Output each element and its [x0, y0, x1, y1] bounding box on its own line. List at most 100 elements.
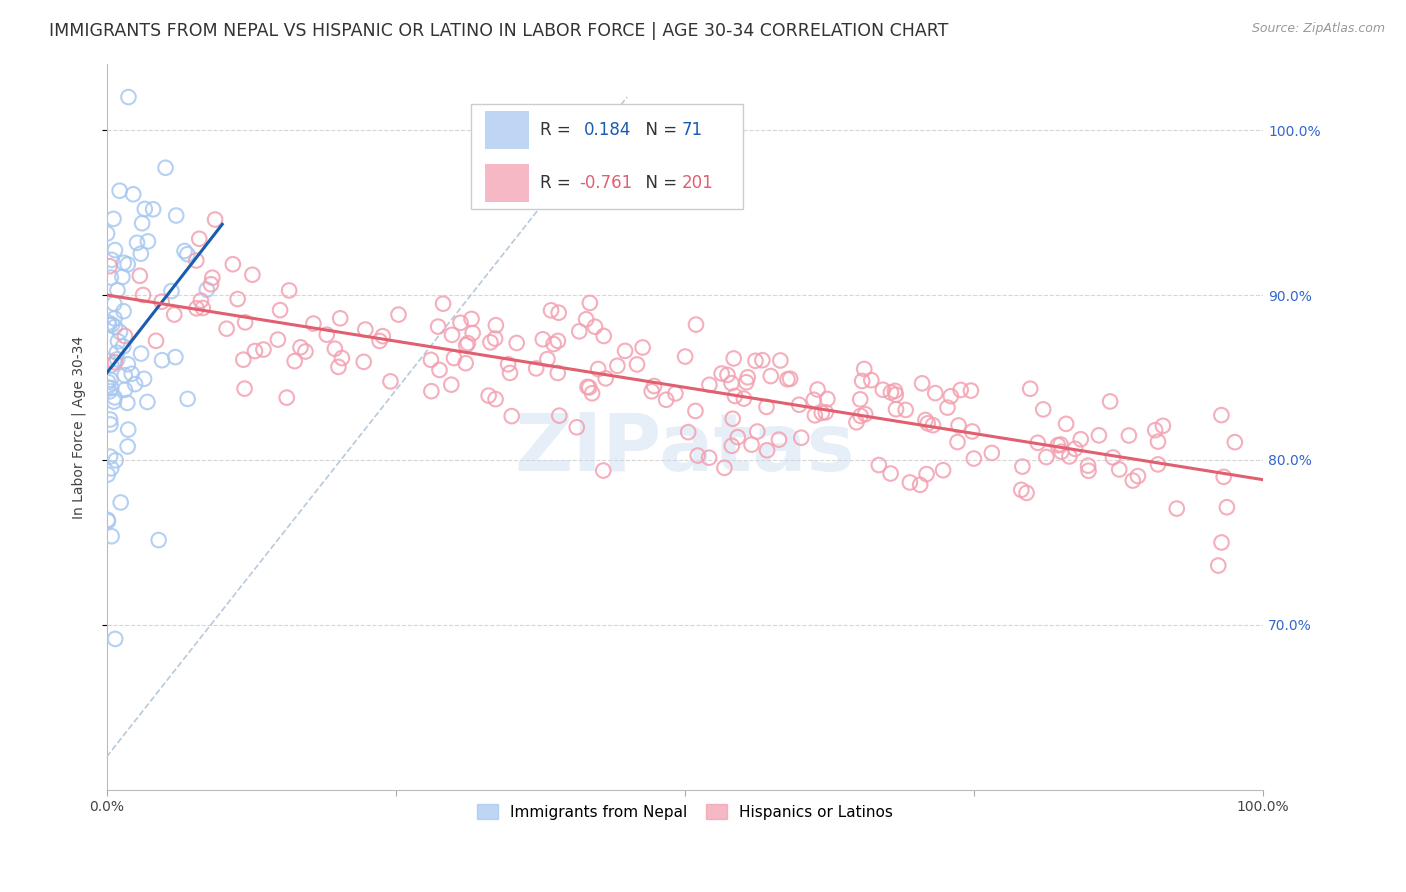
Point [176, 392, 198, 406]
Point [129, 246, 152, 260]
Point [329, 311, 352, 326]
Point [441, 327, 464, 342]
Point [201, 270, 224, 285]
Point [97, 467, 120, 482]
Point [100, 270, 122, 285]
Point [626, 358, 648, 372]
Point [429, 363, 451, 377]
Point [946, 435, 969, 450]
Point [879, 467, 901, 481]
Point [150, 294, 173, 309]
Point [148, 533, 170, 547]
Point [328, 359, 350, 374]
Point [939, 389, 962, 403]
Point [142, 202, 165, 217]
Point [114, 368, 136, 383]
Point [124, 377, 146, 392]
Point [1070, 432, 1092, 446]
Point [1166, 501, 1188, 516]
Point [543, 337, 565, 351]
Point [1108, 462, 1130, 476]
Point [576, 380, 599, 394]
Point [112, 304, 135, 318]
Text: R =: R = [540, 121, 576, 139]
Point [387, 308, 409, 322]
Point [776, 372, 799, 386]
Point [655, 392, 678, 407]
Point [457, 336, 479, 351]
Point [747, 425, 769, 439]
Point [103, 211, 125, 226]
Point [790, 431, 813, 445]
Point [547, 334, 569, 348]
Point [276, 391, 298, 405]
Point [806, 383, 828, 397]
Point [103, 394, 125, 409]
Point [105, 352, 128, 367]
Point [195, 283, 218, 297]
Point [354, 322, 377, 336]
Text: ZIPatas: ZIPatas [515, 409, 855, 488]
Point [756, 443, 779, 458]
Point [565, 420, 588, 434]
Point [685, 318, 707, 332]
Point [768, 433, 790, 447]
Point [586, 362, 609, 376]
Point [104, 319, 127, 334]
Point [697, 450, 720, 465]
Point [243, 344, 266, 359]
Point [323, 342, 346, 356]
Point [112, 256, 135, 270]
Point [499, 366, 522, 380]
Point [980, 446, 1002, 460]
Point [751, 353, 773, 368]
Point [578, 380, 600, 394]
Point [898, 475, 921, 490]
Point [810, 406, 832, 420]
Y-axis label: In Labor Force | Age 30-34: In Labor Force | Age 30-34 [72, 335, 86, 518]
Point [330, 351, 353, 365]
Point [540, 303, 562, 318]
Point [1122, 474, 1144, 488]
Point [460, 312, 482, 326]
Point [242, 268, 264, 282]
Point [117, 357, 139, 371]
Point [960, 425, 983, 439]
Point [779, 372, 801, 386]
Point [103, 296, 125, 310]
Point [353, 355, 375, 369]
Point [849, 409, 872, 423]
Point [884, 388, 907, 402]
Point [815, 392, 838, 406]
Text: 201: 201 [682, 174, 713, 192]
Point [676, 425, 699, 439]
Point [948, 418, 970, 433]
Point [853, 362, 876, 376]
Point [727, 430, 749, 444]
Point [880, 385, 903, 400]
Point [97, 514, 120, 528]
Point [456, 338, 478, 352]
Point [1032, 402, 1054, 417]
Point [1046, 438, 1069, 452]
Point [936, 401, 959, 415]
Point [1054, 417, 1077, 431]
Point [963, 451, 986, 466]
Text: Source: ZipAtlas.com: Source: ZipAtlas.com [1251, 22, 1385, 36]
Point [97, 354, 120, 368]
Text: 71: 71 [682, 121, 703, 139]
Point [894, 403, 917, 417]
Point [769, 353, 792, 368]
FancyBboxPatch shape [485, 164, 529, 202]
Point [759, 369, 782, 384]
Point [1035, 450, 1057, 464]
Point [112, 339, 135, 353]
Point [853, 407, 876, 421]
Point [98, 259, 121, 273]
Point [548, 409, 571, 423]
Point [103, 391, 125, 405]
Point [814, 405, 837, 419]
Point [716, 368, 738, 382]
Point [496, 357, 519, 371]
Point [290, 340, 312, 354]
